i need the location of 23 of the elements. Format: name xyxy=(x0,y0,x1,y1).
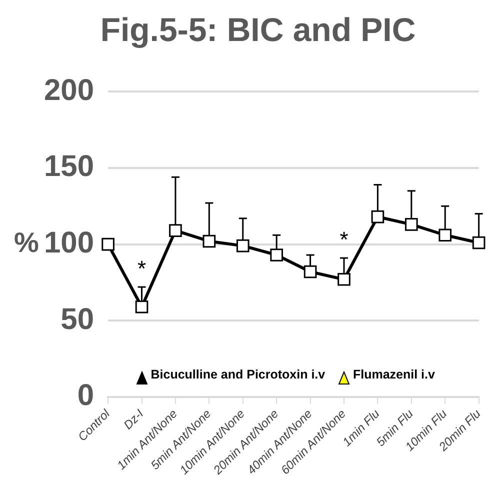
chart-title: Fig.5-5: BIC and PIC xyxy=(100,10,416,48)
point xyxy=(338,272,350,286)
annotation: Bicuculline and Picrotoxin i.v xyxy=(150,368,326,382)
y-tick-label: 0 xyxy=(77,379,94,412)
point xyxy=(472,236,486,250)
annotation: Flumazenil i.v xyxy=(352,368,436,382)
annotation: * xyxy=(340,227,349,252)
y-tick-label: 50 xyxy=(60,302,94,336)
point xyxy=(270,248,283,262)
annotation: * xyxy=(137,256,146,282)
point xyxy=(135,300,148,314)
point xyxy=(371,210,384,224)
y-tick-label: 100 xyxy=(44,226,94,260)
y-axis-title: % xyxy=(14,227,39,258)
point xyxy=(236,239,250,252)
y-tick-label: 200 xyxy=(44,74,94,107)
point xyxy=(102,238,114,251)
point xyxy=(169,224,182,237)
y-tick-label: 150 xyxy=(44,150,94,184)
point xyxy=(405,218,418,231)
point xyxy=(304,265,317,278)
point xyxy=(438,228,452,242)
point xyxy=(202,234,216,248)
